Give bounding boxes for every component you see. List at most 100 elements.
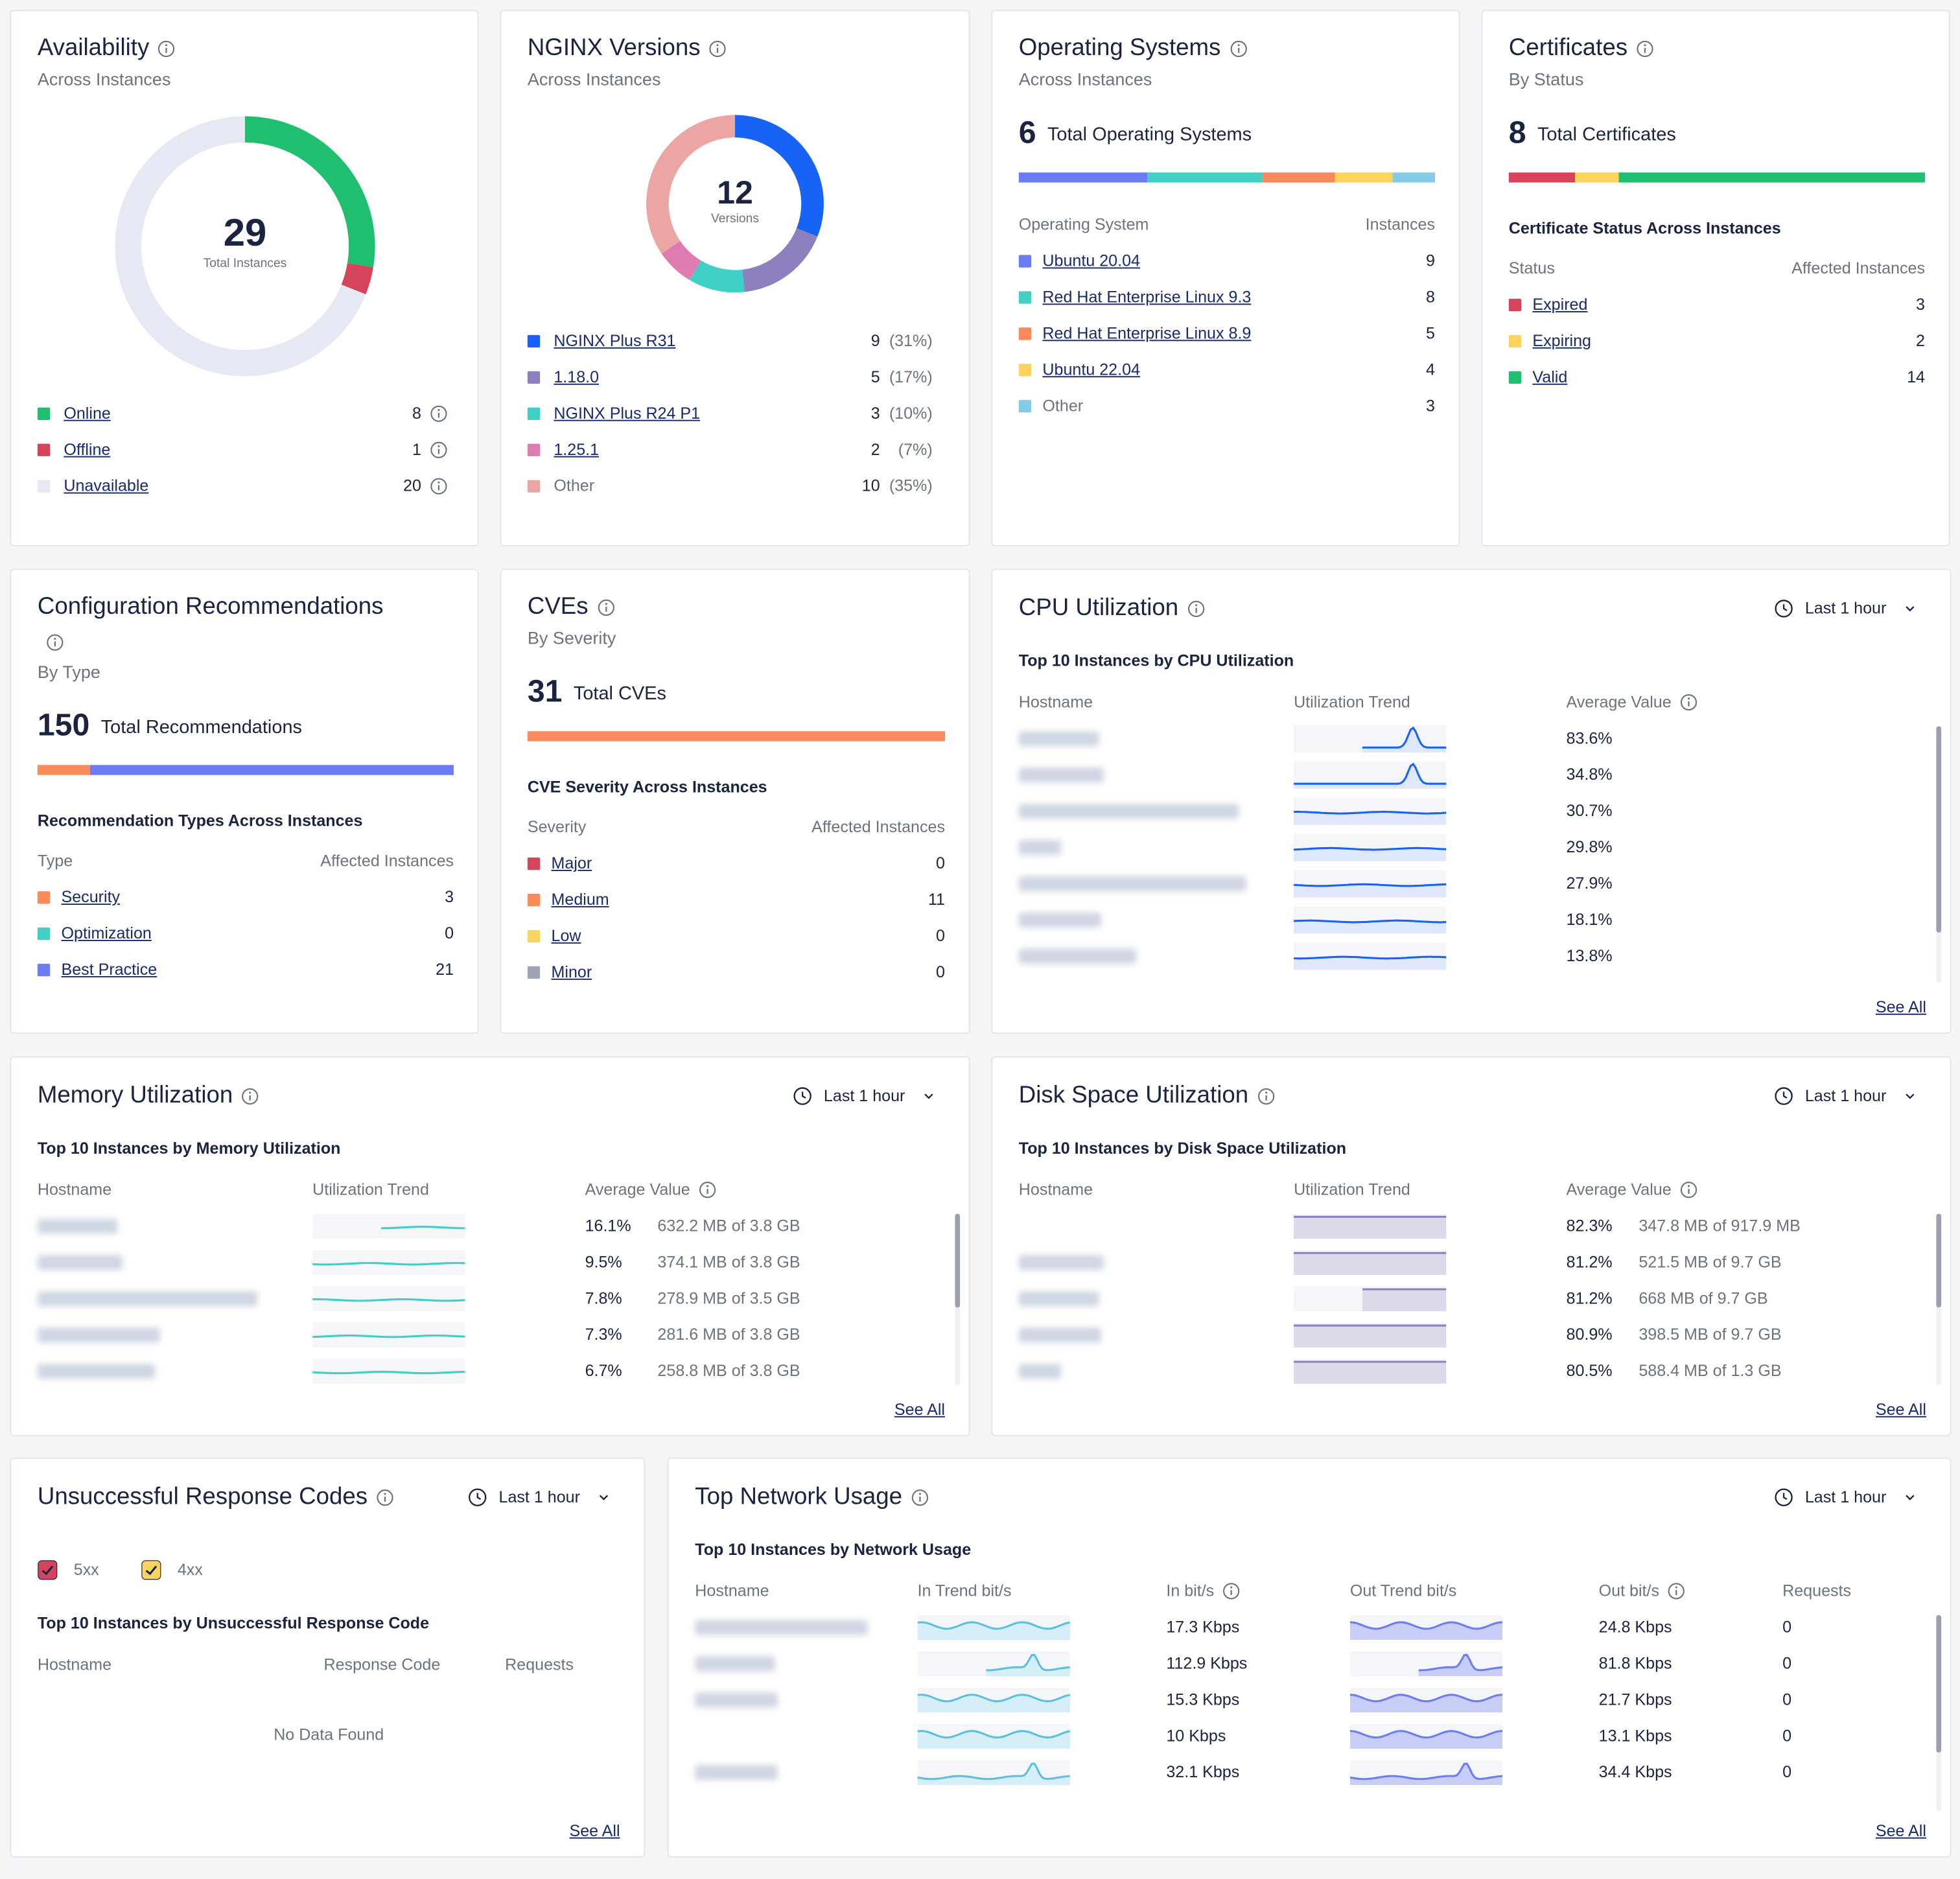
see-all-link[interactable]: See All bbox=[894, 1399, 945, 1419]
sparkline-line bbox=[1294, 919, 1447, 924]
see-all-link[interactable]: See All bbox=[1875, 997, 1926, 1016]
card-subtitle: By Type bbox=[37, 661, 100, 682]
filter-checkbox[interactable] bbox=[38, 1560, 58, 1580]
info-dot bbox=[1265, 1091, 1267, 1094]
donut-chart bbox=[646, 115, 824, 293]
sparkline-line bbox=[312, 1334, 465, 1338]
column-label: Response Code bbox=[323, 1655, 441, 1674]
sparkline-line bbox=[1294, 883, 1447, 887]
time-range-dropdown[interactable]: Last 1 hour bbox=[793, 1086, 935, 1106]
info-ring bbox=[710, 40, 727, 57]
item-name[interactable]: Expired bbox=[1532, 294, 1588, 314]
column-label: In bit/s bbox=[1166, 1581, 1215, 1600]
info-dot bbox=[1675, 1586, 1678, 1589]
filter-checkbox[interactable] bbox=[141, 1560, 161, 1580]
cves-card: CVEs By Severity 31 Total CVEs CVE Severity … bbox=[500, 568, 970, 1034]
info-icon bbox=[911, 1489, 928, 1506]
item-name[interactable]: Medium bbox=[551, 889, 609, 909]
item-name[interactable]: Minor bbox=[551, 962, 592, 981]
bar-segment bbox=[1392, 172, 1435, 183]
item-name[interactable]: Red Hat Enterprise Linux 9.3 bbox=[1042, 287, 1252, 307]
item-name[interactable]: Expiring bbox=[1532, 331, 1592, 350]
item-share: (7%) bbox=[898, 439, 933, 459]
column-header: In bit/s bbox=[1166, 1581, 1240, 1601]
time-range: Last 1 hour bbox=[1804, 598, 1887, 618]
column-header: Hostname bbox=[38, 1180, 111, 1200]
item-name[interactable]: NGINX Plus R31 bbox=[554, 331, 676, 350]
sparkline-bg bbox=[312, 1250, 465, 1276]
item-name[interactable]: Major bbox=[551, 853, 592, 872]
sparkline-area bbox=[1362, 1289, 1447, 1312]
item-name[interactable]: Security bbox=[61, 887, 121, 906]
total-value: 6 bbox=[1018, 115, 1036, 151]
info-icon bbox=[699, 1182, 716, 1198]
item-name[interactable]: Optimization bbox=[61, 923, 152, 942]
sparkline-line bbox=[986, 1653, 1070, 1672]
item-name[interactable]: Ubuntu 20.04 bbox=[1042, 251, 1141, 270]
filter-label[interactable]: 4xx bbox=[177, 1559, 203, 1579]
item-name[interactable]: Unavailable bbox=[64, 476, 149, 495]
usage-value: 521.5 MB of 9.7 GB bbox=[1639, 1252, 1782, 1272]
column-header: Type bbox=[37, 851, 73, 870]
info-ring bbox=[1187, 600, 1204, 617]
legend-swatch bbox=[1018, 327, 1032, 340]
item-name[interactable]: Red Hat Enterprise Linux 8.9 bbox=[1042, 323, 1252, 343]
item-name[interactable]: Online bbox=[64, 403, 111, 423]
see-all-link[interactable]: See All bbox=[1875, 1399, 1926, 1419]
item-name[interactable]: Valid bbox=[1532, 367, 1568, 386]
info-dot bbox=[706, 1185, 709, 1187]
sparkline bbox=[1349, 1687, 1503, 1713]
column-header: Hostname bbox=[1019, 692, 1093, 712]
total-label: Total Recommendations bbox=[100, 717, 303, 739]
item-name[interactable]: Best Practice bbox=[61, 959, 158, 979]
total-row: 8 Total Certificates bbox=[1509, 114, 1676, 153]
sparkline-area bbox=[917, 1622, 1070, 1640]
item-name[interactable]: NGINX Plus R24 P1 bbox=[554, 403, 701, 423]
time-range-dropdown[interactable]: Last 1 hour bbox=[1774, 599, 1917, 619]
title-row: Certificates bbox=[1509, 34, 1654, 64]
hostname-redacted bbox=[695, 1765, 778, 1780]
info-icon bbox=[430, 478, 447, 495]
sparkline-area bbox=[1294, 764, 1447, 789]
column-header: Hostname bbox=[1019, 1180, 1093, 1200]
item-name[interactable]: Low bbox=[551, 926, 581, 945]
time-range-dropdown[interactable]: Last 1 hour bbox=[1774, 1488, 1917, 1508]
sparkline-line bbox=[1418, 1653, 1503, 1672]
info-icon bbox=[430, 441, 447, 458]
time-range-dropdown[interactable]: Last 1 hour bbox=[1774, 1086, 1917, 1106]
nginx-versions-card: NGINX Versions Across Instances 12 Versions… bbox=[500, 10, 970, 546]
sparkline-line bbox=[917, 1694, 1070, 1703]
info-icon bbox=[1230, 40, 1247, 57]
average-value: 29.8% bbox=[1566, 837, 1613, 856]
out-value: 13.1 Kbps bbox=[1598, 1726, 1672, 1745]
sparkline bbox=[917, 1723, 1070, 1749]
donut-total: 12 bbox=[717, 173, 753, 211]
sparkline bbox=[1294, 1359, 1447, 1384]
average-value: 83.6% bbox=[1566, 729, 1613, 748]
top-network-usage-card: Top Network Usage Last 1 hour Top 10 Insta… bbox=[667, 1457, 1952, 1858]
column-header: Requests bbox=[1782, 1581, 1851, 1601]
requests-value: 0 bbox=[1782, 1653, 1792, 1673]
item-name[interactable]: 1.18.0 bbox=[554, 367, 600, 386]
checkbox-box bbox=[141, 1560, 161, 1580]
see-all-link[interactable]: See All bbox=[569, 1821, 620, 1840]
hostname-redacted bbox=[695, 1620, 868, 1635]
info-icon bbox=[1187, 600, 1204, 617]
legend-swatch bbox=[1508, 334, 1522, 348]
item-name[interactable]: 1.25.1 bbox=[554, 439, 600, 459]
scrollbar-thumb bbox=[1936, 1615, 1942, 1753]
item-name[interactable]: Ubuntu 22.04 bbox=[1042, 360, 1141, 379]
item-name[interactable]: Offline bbox=[64, 439, 111, 459]
column-header: In Trend bit/s bbox=[918, 1581, 1012, 1601]
sparkline bbox=[1294, 1322, 1447, 1348]
column-label: Utilization Trend bbox=[1294, 692, 1410, 712]
filter-label[interactable]: 5xx bbox=[73, 1559, 99, 1579]
section-title: Top 10 Instances by CPU Utilization bbox=[1018, 651, 1294, 670]
see-all-link[interactable]: See All bbox=[1875, 1821, 1926, 1840]
sparkline bbox=[312, 1250, 465, 1276]
hostname-redacted bbox=[1018, 876, 1246, 892]
clock-hands bbox=[476, 1493, 482, 1500]
time-range-dropdown[interactable]: Last 1 hour bbox=[467, 1488, 610, 1508]
bar-segment bbox=[1618, 172, 1925, 183]
